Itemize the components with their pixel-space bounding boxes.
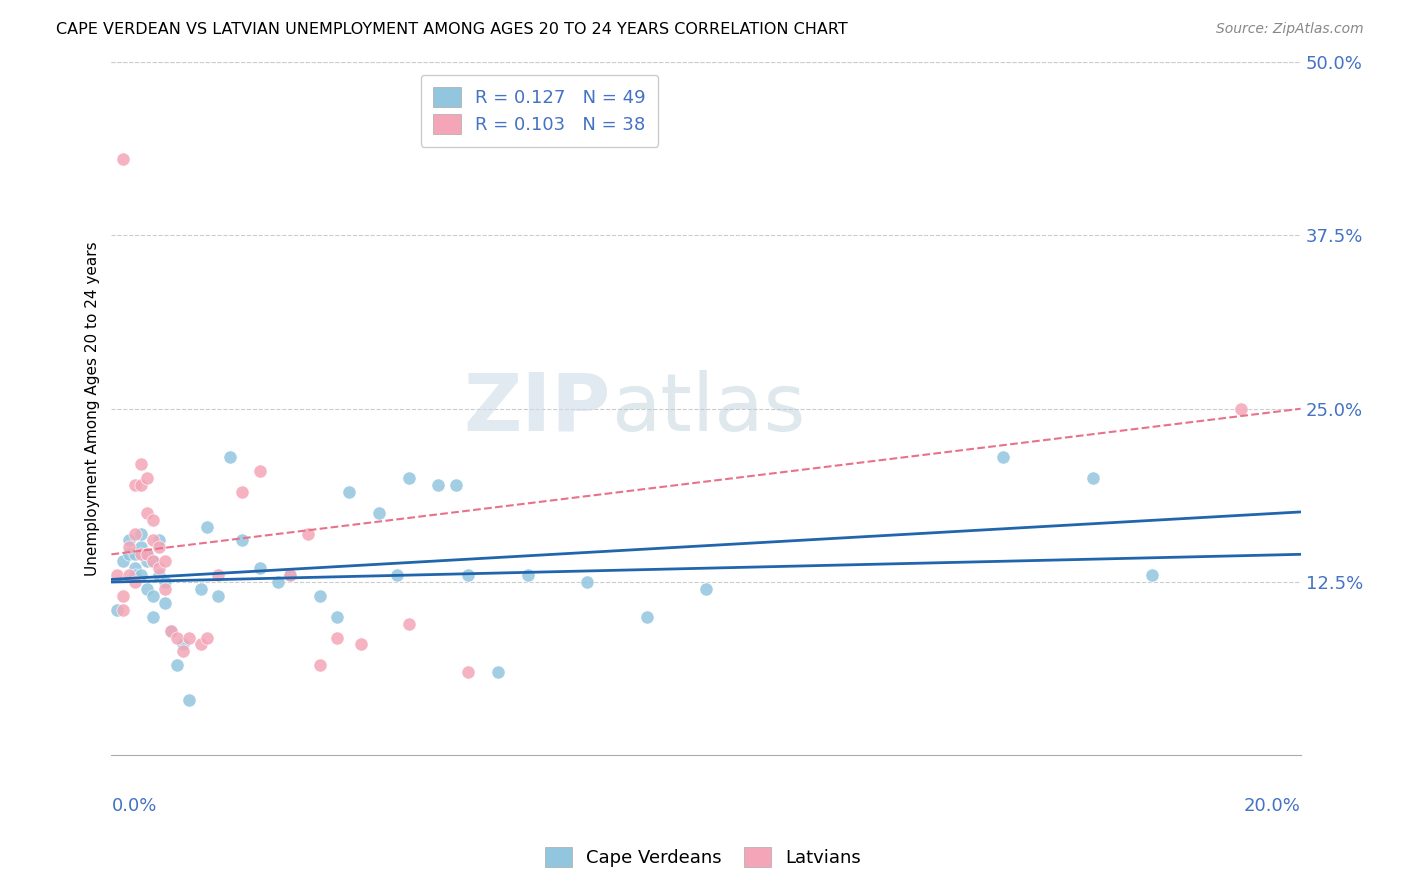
Point bbox=[129, 541, 152, 555]
Point bbox=[142, 609, 165, 624]
Point bbox=[636, 609, 658, 624]
Point bbox=[129, 526, 152, 541]
Y-axis label: Unemployment Among Ages 20 to 24 years: Unemployment Among Ages 20 to 24 years bbox=[86, 242, 100, 576]
Point bbox=[136, 547, 159, 561]
Point bbox=[576, 575, 599, 590]
Point bbox=[166, 631, 188, 645]
Point bbox=[124, 478, 146, 492]
Point bbox=[350, 637, 373, 651]
Point bbox=[1081, 471, 1104, 485]
Point bbox=[118, 541, 141, 555]
Text: ZIP: ZIP bbox=[464, 370, 610, 448]
Point bbox=[308, 658, 330, 673]
Legend: R = 0.127   N = 49, R = 0.103   N = 38: R = 0.127 N = 49, R = 0.103 N = 38 bbox=[420, 75, 658, 147]
Point bbox=[136, 554, 159, 568]
Point bbox=[398, 616, 420, 631]
Point bbox=[177, 631, 200, 645]
Point bbox=[1230, 401, 1253, 416]
Point bbox=[457, 665, 479, 680]
Point bbox=[142, 554, 165, 568]
Point bbox=[153, 582, 176, 596]
Text: Source: ZipAtlas.com: Source: ZipAtlas.com bbox=[1216, 22, 1364, 37]
Point bbox=[308, 589, 330, 603]
Point bbox=[190, 637, 212, 651]
Point bbox=[486, 665, 509, 680]
Point bbox=[172, 644, 194, 658]
Point bbox=[153, 554, 176, 568]
Point bbox=[105, 568, 128, 582]
Point bbox=[136, 547, 159, 561]
Point bbox=[153, 575, 176, 590]
Point bbox=[337, 484, 360, 499]
Point bbox=[326, 609, 349, 624]
Point bbox=[124, 561, 146, 575]
Point bbox=[195, 519, 218, 533]
Point bbox=[112, 152, 135, 166]
Point bbox=[136, 506, 159, 520]
Point bbox=[249, 561, 271, 575]
Point bbox=[177, 693, 200, 707]
Point bbox=[112, 603, 135, 617]
Point bbox=[297, 526, 319, 541]
Point bbox=[385, 568, 408, 582]
Point bbox=[148, 533, 170, 548]
Point bbox=[249, 464, 271, 478]
Point bbox=[219, 450, 242, 465]
Text: 20.0%: 20.0% bbox=[1244, 797, 1301, 815]
Point bbox=[112, 589, 135, 603]
Point bbox=[278, 568, 301, 582]
Text: 0.0%: 0.0% bbox=[111, 797, 157, 815]
Point bbox=[148, 568, 170, 582]
Point bbox=[457, 568, 479, 582]
Point bbox=[124, 547, 146, 561]
Point bbox=[1140, 568, 1163, 582]
Point bbox=[136, 471, 159, 485]
Point bbox=[446, 478, 468, 492]
Point bbox=[190, 582, 212, 596]
Point bbox=[124, 526, 146, 541]
Point bbox=[148, 561, 170, 575]
Point bbox=[368, 506, 391, 520]
Point bbox=[118, 568, 141, 582]
Point bbox=[207, 568, 229, 582]
Point bbox=[231, 533, 253, 548]
Point bbox=[105, 603, 128, 617]
Point bbox=[142, 533, 165, 548]
Point bbox=[207, 589, 229, 603]
Text: CAPE VERDEAN VS LATVIAN UNEMPLOYMENT AMONG AGES 20 TO 24 YEARS CORRELATION CHART: CAPE VERDEAN VS LATVIAN UNEMPLOYMENT AMO… bbox=[56, 22, 848, 37]
Point bbox=[427, 478, 450, 492]
Point bbox=[993, 450, 1015, 465]
Point bbox=[166, 658, 188, 673]
Point bbox=[326, 631, 349, 645]
Point bbox=[124, 575, 146, 590]
Point bbox=[129, 457, 152, 471]
Point bbox=[153, 596, 176, 610]
Point bbox=[142, 589, 165, 603]
Point bbox=[124, 568, 146, 582]
Point bbox=[516, 568, 538, 582]
Point bbox=[142, 513, 165, 527]
Point bbox=[278, 568, 301, 582]
Point bbox=[118, 547, 141, 561]
Point bbox=[231, 484, 253, 499]
Point bbox=[160, 624, 183, 638]
Point bbox=[195, 631, 218, 645]
Point bbox=[267, 575, 290, 590]
Point bbox=[695, 582, 717, 596]
Legend: Cape Verdeans, Latvians: Cape Verdeans, Latvians bbox=[537, 839, 869, 874]
Point bbox=[160, 624, 183, 638]
Point bbox=[129, 568, 152, 582]
Point bbox=[129, 547, 152, 561]
Point bbox=[142, 554, 165, 568]
Point bbox=[118, 533, 141, 548]
Point bbox=[136, 582, 159, 596]
Point bbox=[112, 554, 135, 568]
Point bbox=[148, 541, 170, 555]
Point bbox=[398, 471, 420, 485]
Point bbox=[129, 478, 152, 492]
Point bbox=[172, 637, 194, 651]
Text: atlas: atlas bbox=[610, 370, 806, 448]
